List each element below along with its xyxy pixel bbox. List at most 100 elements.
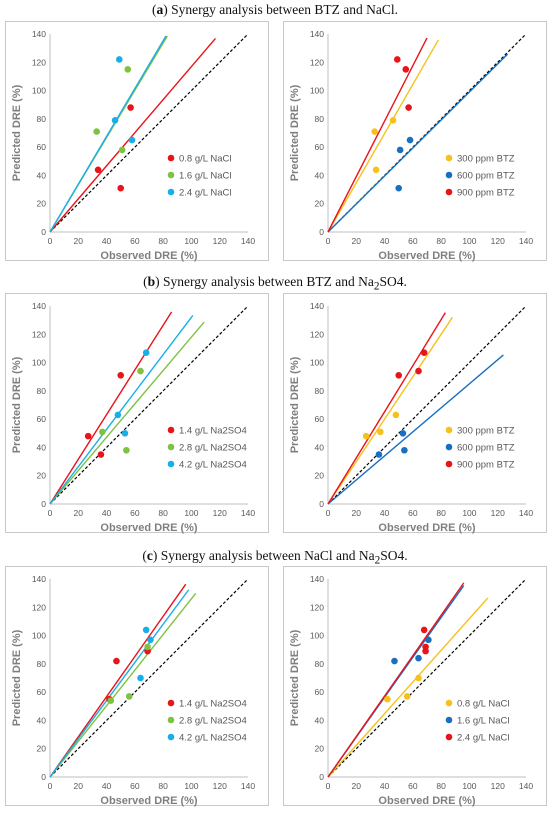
identity-line [327, 578, 527, 778]
x-tick-label: 120 [213, 781, 227, 791]
legend-label: 4.2 g/L Na2SO4 [179, 460, 247, 471]
data-point [142, 349, 150, 356]
x-tick-label: 0 [326, 508, 331, 518]
legend-label: 900 ppm BTZ [457, 460, 515, 471]
data-point [114, 411, 122, 419]
y-tick-label: 0 [41, 499, 46, 509]
data-point [116, 56, 123, 63]
x-axis-label: Observed DRE (%) [100, 522, 198, 534]
x-tick-label: 60 [408, 781, 418, 791]
x-axis-label: Observed DRE (%) [378, 250, 476, 262]
y-tick-label: 100 [32, 86, 46, 96]
data-point [99, 428, 106, 436]
x-tick-label: 80 [158, 508, 168, 518]
x-tick-label: 80 [436, 781, 446, 791]
data-point [124, 66, 132, 73]
legend-marker [167, 716, 175, 724]
caption-text-end: SO4. [380, 548, 408, 563]
scatter-chart: 00 20 20 40 40 60 60 80 80 100 100 120 120 140 140 Obse… [11, 301, 255, 534]
x-tick-label: 80 [158, 236, 168, 246]
legend-marker [167, 171, 175, 179]
y-tick-label: 20 [37, 199, 47, 209]
caption-subscript: 2 [373, 280, 380, 293]
y-tick-label: 80 [315, 659, 325, 669]
caption-text: ) Synergy analysis between BTZ and Na [155, 274, 374, 289]
data-point [137, 367, 144, 375]
legend-label: 2.4 g/L NaCl [457, 733, 509, 744]
legend-label: 1.4 g/L Na2SO4 [179, 699, 247, 710]
chart-panel-a-left: 0 0 20 20 40 40 60 60 80 80 100 100 120 120 140 140 Obse… [5, 21, 269, 262]
legend-label: 1.4 g/L Na2SO4 [179, 426, 247, 437]
data-point [117, 184, 125, 192]
series-fit-line [49, 589, 190, 778]
series-fit-line [49, 315, 194, 505]
x-tick-label: 40 [380, 781, 390, 791]
data-point [123, 446, 130, 454]
y-axis-label: Predicted DRE (%) [11, 84, 23, 181]
data-point [415, 654, 422, 662]
legend-label: 600 ppm BTZ [457, 443, 515, 454]
data-point [405, 104, 412, 111]
y-tick-label: 40 [315, 170, 325, 180]
y-tick-label: 20 [315, 744, 325, 754]
legend-label: 2.4 g/L NaCl [179, 188, 231, 199]
y-tick-label: 20 [315, 471, 325, 481]
x-tick-label: 140 [241, 508, 255, 518]
y-tick-label: 60 [37, 414, 47, 424]
x-axis-label: Observed DRE (%) [378, 795, 476, 807]
data-point [403, 693, 411, 700]
x-tick-label: 120 [491, 781, 505, 791]
data-point [391, 657, 398, 665]
x-tick-label: 140 [241, 781, 255, 791]
data-point [372, 166, 380, 174]
legend-marker [445, 443, 453, 451]
x-tick-label: 0 [326, 781, 331, 791]
y-tick-label: 20 [37, 744, 47, 754]
identity-line [49, 578, 249, 778]
y-tick-label: 0 [319, 227, 324, 237]
x-tick-label: 120 [491, 236, 505, 246]
axes [327, 306, 526, 505]
axes [327, 579, 526, 778]
series-fit-line [327, 316, 454, 505]
series-fit-line [327, 37, 428, 233]
x-tick-label: 100 [184, 236, 198, 246]
x-tick-label: 20 [352, 236, 362, 246]
chart-panel-a-right: 0 0 20 20 40 40 60 60 80 80 100 100 120 120 140 140 Obse… [283, 21, 547, 262]
data-point [425, 636, 432, 644]
data-point [420, 349, 428, 356]
series-fit-line [49, 583, 187, 778]
data-point [137, 674, 144, 682]
y-tick-label: 80 [315, 386, 325, 396]
data-point [422, 647, 429, 655]
caption-text-end: SO4. [379, 274, 407, 289]
legend-marker [167, 426, 175, 434]
y-tick-label: 100 [310, 358, 324, 368]
x-tick-label: 140 [241, 236, 255, 246]
y-tick-label: 80 [37, 114, 47, 124]
legend-marker [167, 699, 175, 707]
y-tick-label: 120 [310, 329, 324, 339]
legend-label: 300 ppm BTZ [457, 426, 515, 437]
series-fit-line [327, 312, 446, 505]
data-point [113, 657, 120, 665]
data-point [392, 411, 400, 419]
x-tick-label: 100 [184, 508, 198, 518]
y-tick-label: 140 [310, 29, 324, 39]
series-fit-line [327, 53, 509, 233]
y-tick-label: 60 [315, 142, 325, 152]
y-tick-label: 100 [310, 86, 324, 96]
caption-b: (b) Synergy analysis between BTZ and Na2… [143, 274, 407, 293]
chart-panel-c-right: 0 0 20 20 40 40 60 60 80 80 100 100 120 120 140 140 Obse… [283, 566, 547, 807]
y-tick-label: 140 [32, 574, 46, 584]
legend-label: 2.8 g/L Na2SO4 [179, 716, 247, 727]
scatter-chart: 00 20 20 40 40 60 60 80 80 100 100 120 120 140 140 Obse… [289, 574, 533, 807]
y-tick-label: 120 [310, 57, 324, 67]
y-axis-label: Predicted DRE (%) [289, 356, 301, 453]
series-fit-line [49, 311, 173, 505]
y-axis-label: Predicted DRE (%) [289, 629, 301, 726]
series-fit-line [327, 39, 439, 233]
legend-label: 600 ppm BTZ [457, 171, 515, 182]
x-tick-label: 40 [380, 236, 390, 246]
x-tick-label: 120 [213, 508, 227, 518]
